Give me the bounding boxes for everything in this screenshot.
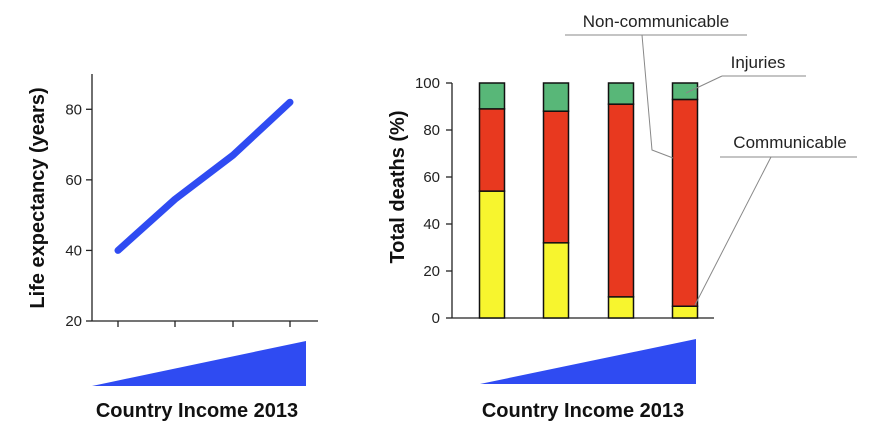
bar-segment-injuries [478,82,506,110]
y-tick-label: 80 [423,122,440,139]
bar-segment-communicable [478,190,506,319]
bar-stack [607,82,635,319]
income-gradient-wedge [92,341,306,386]
y-tick-label: 100 [415,75,440,92]
life-expectancy-chart: 20 40 60 80 Life expectancy (years) Country… [27,74,318,422]
y-tick-label: 40 [65,242,82,259]
y-tick-label: 60 [423,169,440,186]
bar-segment-communicable [542,242,570,319]
y-tick-label: 20 [65,313,82,330]
deaths-stacked-bar-chart: 0 20 40 60 80 100 Total deaths (%) Country In… [387,12,857,422]
bar-segment-non-communicable [478,108,506,192]
bar-segment-non-communicable [607,103,635,298]
bar-stack [671,82,699,319]
svg-text:Communicable: Communicable [733,133,846,152]
y-tick-label: 80 [65,101,82,118]
annotation-communicable: Communicable [694,133,857,306]
bar-segment-injuries [542,82,570,112]
bar-segment-communicable [671,305,699,319]
y-tick-label: 60 [65,172,82,189]
annotation-injuries: Injuries [685,53,806,94]
bar-stack [478,82,506,319]
svg-text:Non-communicable: Non-communicable [583,12,729,31]
bar-segment-injuries [671,82,699,101]
bar-segment-non-communicable [542,110,570,244]
bar-stack [542,82,570,319]
x-axis-title: Country Income 2013 [482,400,684,422]
series-line [114,98,294,254]
bar-segment-injuries [607,82,635,105]
y-axis-title: Life expectancy (years) [27,87,49,308]
income-gradient-wedge [480,339,696,384]
y-tick-label: 0 [432,310,440,327]
y-tick-label: 40 [423,216,440,233]
bar-segment-communicable [607,296,635,319]
bar-segment-non-communicable [671,98,699,307]
y-tick-label: 20 [423,263,440,280]
annotation-non-communicable: Non-communicable [565,12,747,159]
y-axis-title: Total deaths (%) [387,111,409,264]
svg-text:Injuries: Injuries [731,53,786,72]
x-axis-title: Country Income 2013 [96,400,298,422]
